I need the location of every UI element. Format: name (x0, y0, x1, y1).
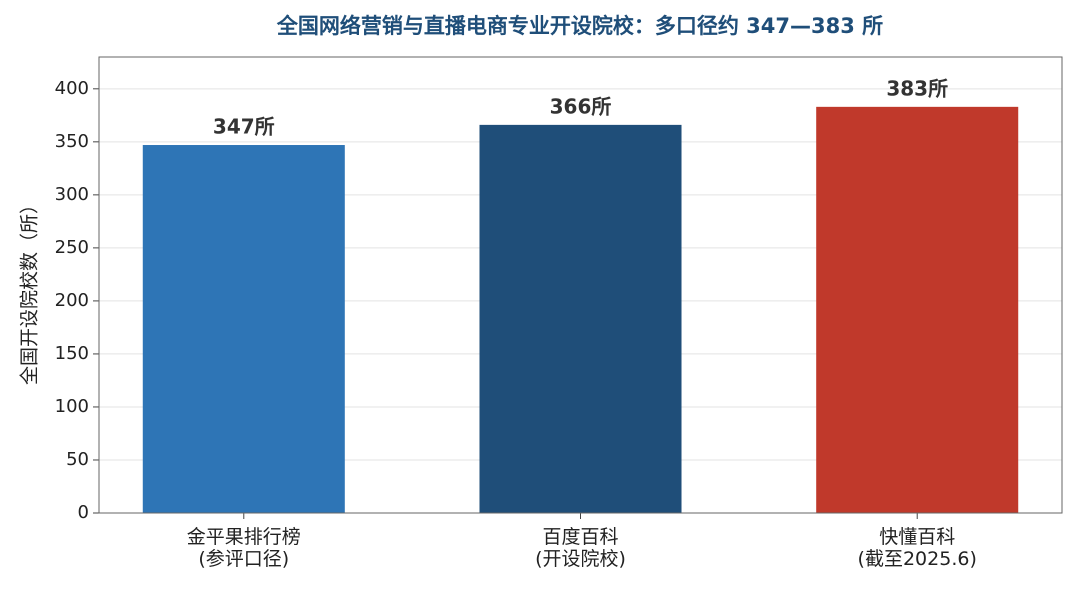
chart-title: 全国网络营销与直播电商专业开设院校：多口径约 347—383 所 (276, 14, 883, 38)
value-label: 366所 (550, 94, 612, 118)
x-tick-label: 金平果排行榜 (参评口径) (186, 526, 301, 570)
y-tick-label: 150 (55, 343, 89, 364)
y-tick-label: 300 (55, 184, 89, 205)
bar (479, 124, 682, 514)
y-tick-label: 50 (66, 449, 89, 470)
bar (816, 106, 1019, 513)
x-tick-label: 快懂百科 (截至2025.6) (857, 526, 977, 570)
y-tick-label: 200 (55, 290, 89, 311)
bar (142, 145, 345, 513)
y-tick-label: 400 (55, 78, 89, 99)
y-tick-label: 350 (55, 131, 89, 152)
plot-frame (98, 56, 1063, 514)
y-tick-label: 0 (78, 502, 89, 523)
y-tick-label: 100 (55, 396, 89, 417)
y-tick-label: 250 (55, 237, 89, 258)
value-label: 383所 (886, 76, 948, 100)
y-axis-label: 全国开设院校数（所） (19, 195, 41, 385)
value-label: 347所 (213, 115, 275, 139)
x-tick-label: 百度百科 (开设院校) (535, 526, 626, 570)
